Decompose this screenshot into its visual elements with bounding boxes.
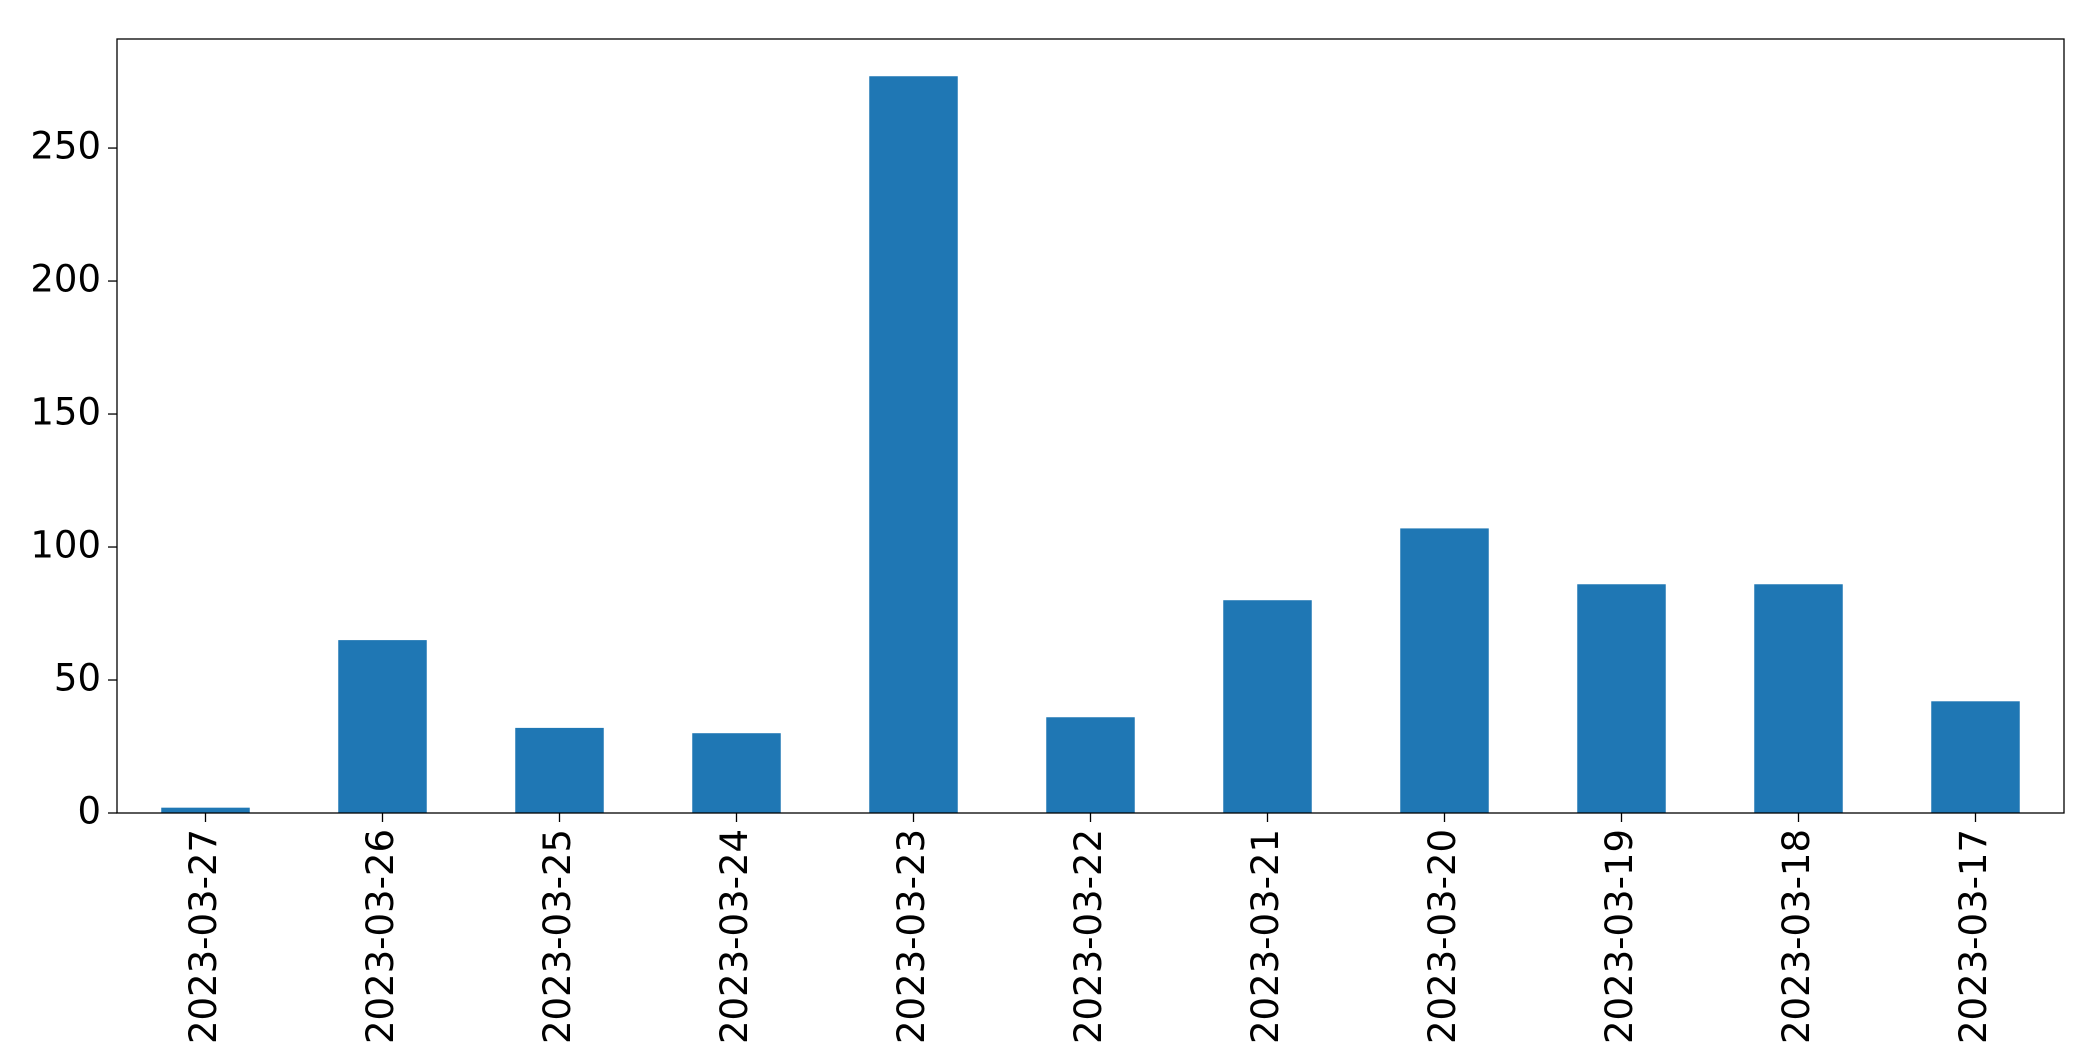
x-tick-label: 2023-03-26 bbox=[359, 829, 402, 1044]
x-tick-label: 2023-03-24 bbox=[713, 829, 756, 1044]
x-tick-label: 2023-03-23 bbox=[890, 829, 933, 1044]
bar bbox=[1754, 584, 1843, 813]
x-tick-label: 2023-03-17 bbox=[1952, 829, 1995, 1044]
x-tick-label: 2023-03-18 bbox=[1775, 829, 1818, 1044]
x-tick-label: 2023-03-19 bbox=[1598, 829, 1641, 1044]
bar bbox=[338, 640, 427, 813]
bar bbox=[1931, 701, 2020, 813]
bar bbox=[1046, 717, 1135, 813]
bar bbox=[1223, 600, 1312, 813]
x-tick-label: 2023-03-25 bbox=[536, 829, 579, 1044]
bar bbox=[869, 76, 958, 813]
y-tick-label: 250 bbox=[30, 125, 101, 168]
y-tick-label: 0 bbox=[77, 790, 101, 833]
x-tick-label: 2023-03-22 bbox=[1067, 829, 1110, 1044]
x-tick-label: 2023-03-20 bbox=[1421, 829, 1464, 1044]
x-tick-label: 2023-03-21 bbox=[1244, 829, 1287, 1044]
bar bbox=[515, 727, 604, 813]
bar bbox=[161, 807, 250, 813]
plot-frame bbox=[116, 38, 2065, 814]
y-tick-label: 50 bbox=[54, 657, 101, 700]
bar bbox=[1577, 584, 1666, 813]
bar bbox=[692, 733, 781, 813]
y-tick-label: 100 bbox=[30, 524, 101, 567]
y-tick-label: 200 bbox=[30, 258, 101, 301]
y-tick-label: 150 bbox=[30, 391, 101, 434]
x-tick-label: 2023-03-27 bbox=[182, 829, 225, 1044]
bar bbox=[1400, 528, 1489, 813]
